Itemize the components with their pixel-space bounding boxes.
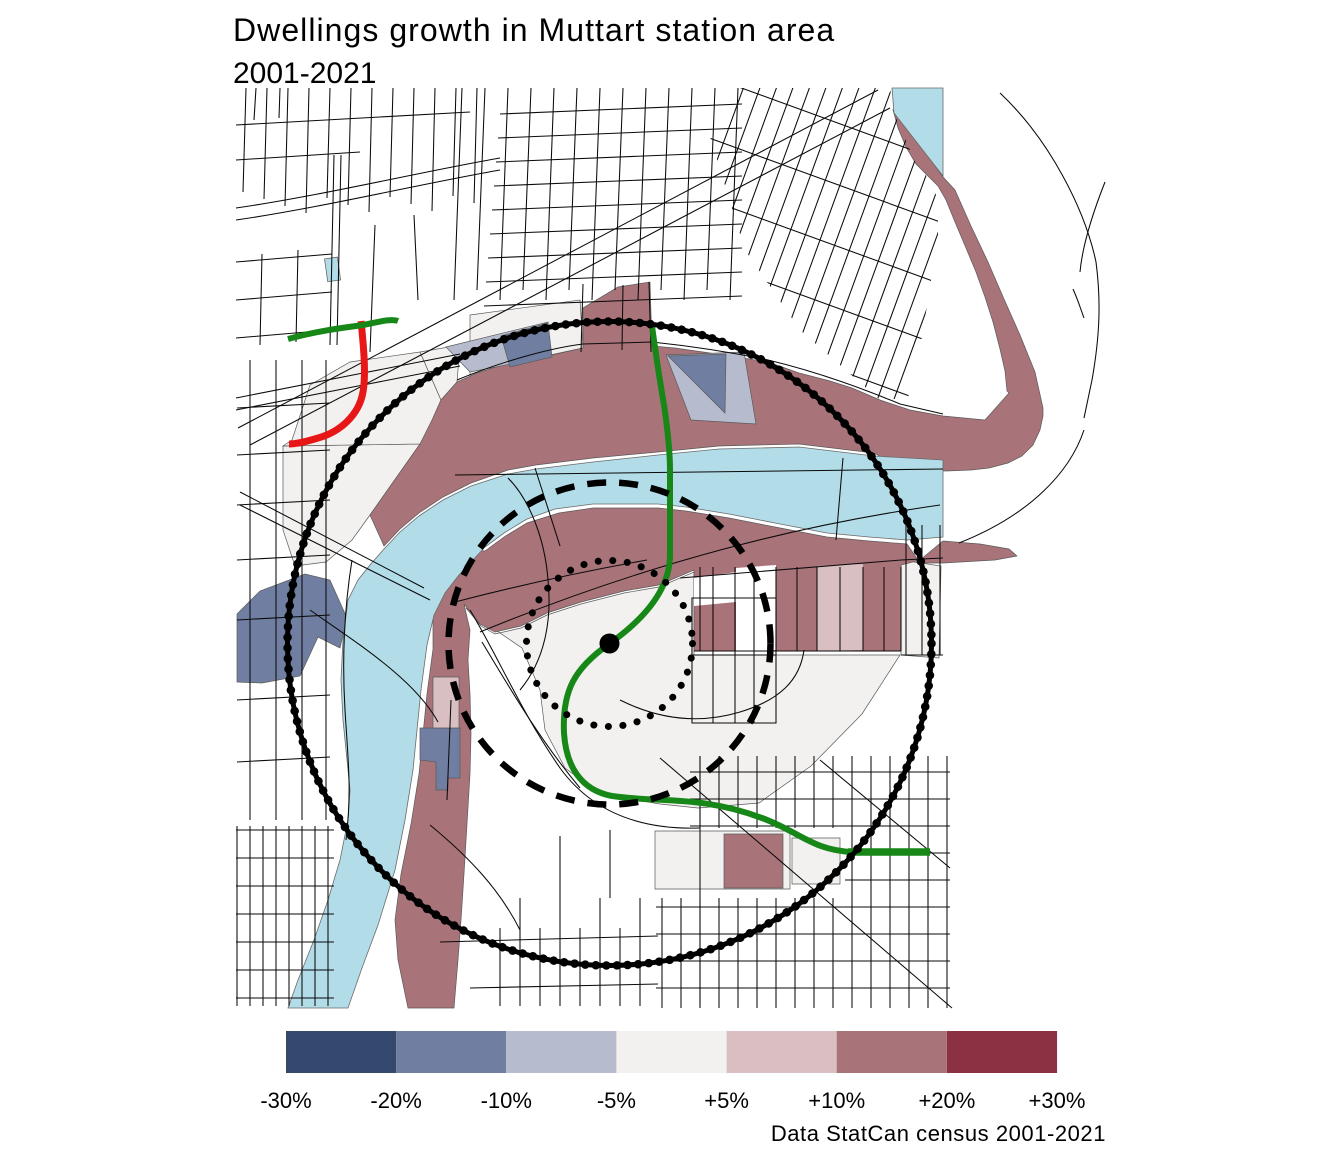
svg-text:+5%: +5% — [704, 1088, 749, 1113]
svg-text:Dwellings growth in Muttart st: Dwellings growth in Muttart station area — [233, 12, 835, 48]
svg-text:Data StatCan census 2001-2021: Data StatCan census 2001-2021 — [771, 1121, 1106, 1146]
svg-text:-20%: -20% — [370, 1088, 421, 1113]
svg-text:-30%: -30% — [260, 1088, 311, 1113]
svg-text:2001-2021: 2001-2021 — [233, 57, 376, 90]
svg-text:-5%: -5% — [597, 1088, 636, 1113]
svg-text:-10%: -10% — [481, 1088, 532, 1113]
svg-text:+30%: +30% — [1029, 1088, 1086, 1113]
svg-text:+20%: +20% — [918, 1088, 975, 1113]
svg-text:+10%: +10% — [808, 1088, 865, 1113]
